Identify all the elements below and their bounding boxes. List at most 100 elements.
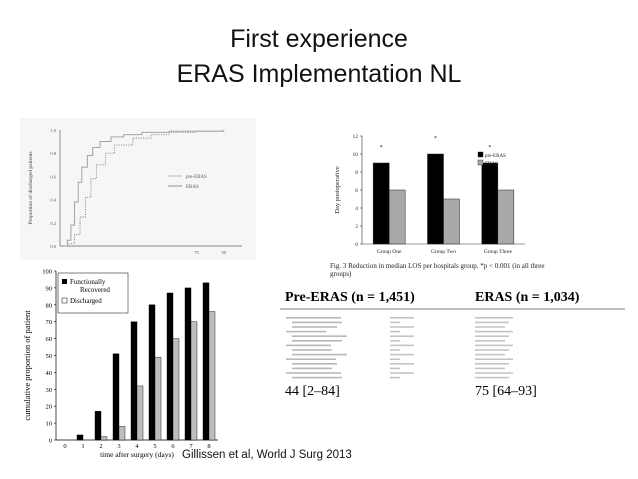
x-tick-label: 8 [207,443,210,450]
legend-swatch [477,151,484,158]
table-row-text [292,335,347,337]
table-row-value [475,372,513,374]
y-tick-label: 70 [46,319,53,326]
legend-swatch [477,159,484,166]
table-row-text [286,358,336,360]
series-line-eras [63,130,225,247]
y-tick-label: 0 [355,242,358,248]
significance-marker: * [380,145,383,151]
y-tick-label: 10 [46,421,53,428]
legend-label: ERAS [485,162,498,167]
table-row-value [475,353,505,356]
table-row-text [292,349,332,351]
x-tick-label: 0 [63,443,66,450]
table-row-text [292,326,337,328]
table-row-value [475,363,509,365]
y-tick-label: 0.0 [50,244,56,249]
bar-functionally-recovered [184,287,192,441]
bar-functionally-recovered [94,411,102,441]
legend-label: Discharged [70,297,102,305]
table-row-text [286,372,341,374]
y-tick-label: 40 [46,370,53,377]
x-tick-label: 1 [81,443,84,450]
y-axis-label: Proportion of discharged patients [27,151,34,224]
y-tick-label: 2 [355,224,358,230]
x-tick-label: Group One [377,249,402,255]
y-axis-label: Day postoperative [334,166,341,214]
recovery-bar-figure: 0 10 20 30 40 50 60 70 80 90 100 cumulative proport… [20,262,258,460]
figure-caption: Fig. 3 Reduction in median LOS per hospi… [330,262,545,278]
bar-discharged [190,321,198,441]
bar-pre-eras [481,162,499,245]
y-tick-label: 0.2 [50,221,56,226]
x-tick-label: Group Two [431,249,456,255]
y-tick-label: 0 [49,438,52,445]
table-row-value [475,340,505,342]
bar-eras [443,198,460,245]
legend-label: ERAS [186,185,199,190]
y-tick-label: 0.4 [50,198,56,203]
table-row-value [390,363,414,365]
significance-marker: * [434,136,437,142]
table-row-text [292,340,342,342]
bar-functionally-recovered [148,304,156,441]
table-header-eras: ERAS (n = 1,034) [475,290,580,305]
bar-functionally-recovered [130,321,138,441]
table-row-value [475,335,509,337]
table-row-text [292,321,342,324]
legend-label: Recovered [80,286,110,294]
table-row-value [475,317,513,319]
bar-pre-eras [372,162,390,245]
x-tick-label: 5 [153,443,156,450]
x-tick-label: 4 [135,443,139,450]
los-bar-figure: 0 2 4 6 8 10 12 Day postoperative Group One * Grou… [330,128,528,260]
bar-eras [497,189,515,245]
y-axis-label: cumulative proportion of patient [22,310,32,421]
y-tick-label: 12 [353,134,359,140]
significance-marker: * [488,145,491,151]
los-bar-chart: 0 2 4 6 8 10 12 Day postoperative Group One * Grou… [334,134,525,255]
y-tick-label: 100 [42,269,52,276]
discharge-curve-chart: 0.0 0.2 0.4 0.6 0.8 1.0 75 90 Proportion of disc… [27,128,242,255]
bar-discharged [118,426,126,441]
bar-functionally-recovered [166,292,174,441]
compliance-table-svg: Pre-ERAS (n = 1,451) ERAS (n = 1,034) 44… [280,290,625,399]
table-row-value [475,349,509,351]
table-row-text [292,367,332,370]
legend-label: pre-ERAS [186,175,207,180]
table-row-value [390,349,400,351]
table-row-value [390,340,400,342]
slide-title: First experience [230,25,408,53]
table-row-value [390,321,400,324]
y-tick-label: 4 [355,206,358,212]
y-tick-label: 30 [46,387,53,394]
x-tick-label: 75 [194,250,199,255]
table-row-value [475,344,513,347]
table-row-value [475,326,505,328]
legend-swatch [61,297,68,304]
table-row-text [292,353,347,356]
table-row-value [390,326,414,328]
table-row-text [286,330,326,333]
table-row-value [390,376,400,379]
table-row-value [390,367,400,370]
table-row-text [292,363,337,365]
y-tick-label: 50 [46,353,53,360]
y-tick-label: 1.0 [50,128,56,133]
bar-discharged [136,385,144,441]
bar-discharged [208,311,216,441]
y-tick-label: 0.6 [50,174,56,179]
x-tick-label: 6 [171,443,175,450]
citation: Gillissen et al, World J Surg 2013 [182,449,352,461]
table-row-value [475,330,513,333]
y-tick-label: 10 [353,152,359,158]
legend-box [57,272,129,314]
table-row-text [286,317,341,319]
table-header-pre: Pre-ERAS (n = 1,451) [285,290,415,305]
bar-discharged [154,356,162,441]
table-row-text [286,344,331,347]
y-tick-label: 0.8 [50,151,56,156]
table-median-pre: 44 [2–84] [285,384,340,399]
table-row-value [390,344,414,347]
legend-label: Functionally [70,278,106,286]
